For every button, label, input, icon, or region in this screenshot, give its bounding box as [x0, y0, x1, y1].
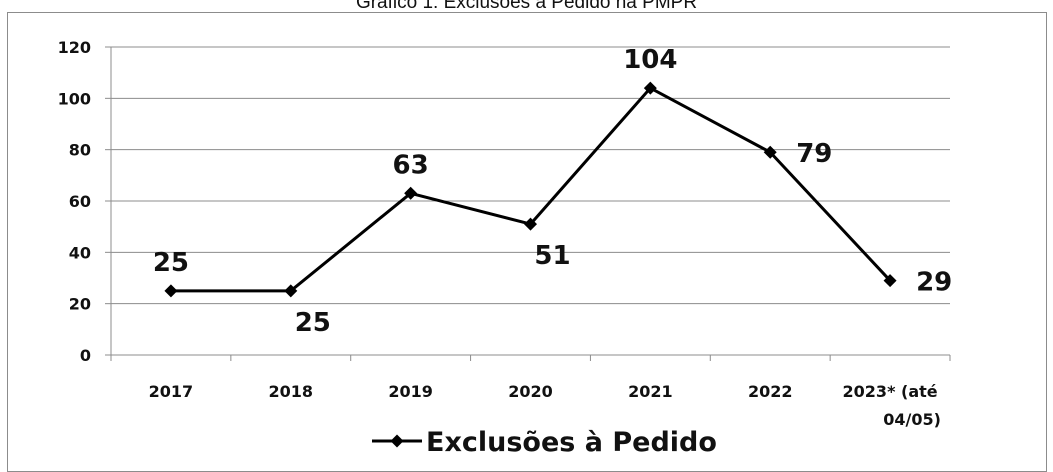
y-tick-label: 100	[58, 89, 91, 108]
y-tick-label: 40	[69, 243, 91, 262]
x-tick-label: 2022	[748, 382, 793, 401]
y-tick-label: 20	[69, 295, 91, 314]
data-label: 25	[295, 308, 331, 338]
data-label: 63	[393, 150, 429, 180]
data-point-marker	[883, 274, 897, 288]
y-tick-labels: 0 20 40 60 80 100 120	[58, 38, 91, 365]
legend-label: Exclusões à Pedido	[426, 427, 717, 458]
y-tick-label: 80	[69, 141, 91, 160]
x-tick-label: 2017	[149, 382, 194, 401]
data-point-marker	[524, 217, 537, 231]
data-label: 25	[153, 248, 189, 278]
y-tick-label: 0	[80, 346, 91, 365]
gridlines	[111, 46, 950, 305]
chart-title: Gráfico 1: Exclusões à Pedido na PMPR	[355, 0, 698, 13]
data-point-marker	[284, 284, 298, 298]
data-point-marker	[763, 145, 777, 159]
data-label: 104	[623, 45, 677, 75]
data-point-marker	[164, 284, 178, 298]
line-chart: 0 20 40 60 80 100 120 2017 2018 2019 2020 2021 2022…	[58, 38, 953, 458]
data-label: 79	[796, 139, 832, 169]
x-tick-label: 2020	[508, 382, 553, 401]
legend-marker	[390, 434, 404, 448]
series-lines	[170, 86, 892, 293]
data-labels: 25 25 63 51 104 79 29	[153, 45, 952, 338]
data-point-marker	[404, 186, 418, 200]
data-markers	[164, 81, 897, 298]
y-tick-label: 120	[58, 38, 91, 57]
y-tick-label: 60	[69, 192, 91, 211]
data-point-marker	[643, 81, 657, 95]
data-label: 29	[916, 268, 952, 298]
x-tick-label: 2021	[628, 382, 673, 401]
axes	[105, 46, 951, 361]
x-tick-label: 2023* (até 04/05)	[843, 382, 941, 429]
data-label: 51	[534, 241, 570, 271]
legend: Exclusões à Pedido	[372, 427, 717, 458]
x-tick-label: 2019	[388, 382, 433, 401]
x-tick-labels: 2017 2018 2019 2020 2021 2022 2023* (até 04/05)	[149, 382, 941, 429]
x-tick-label: 2018	[269, 382, 314, 401]
series-line	[170, 86, 892, 293]
